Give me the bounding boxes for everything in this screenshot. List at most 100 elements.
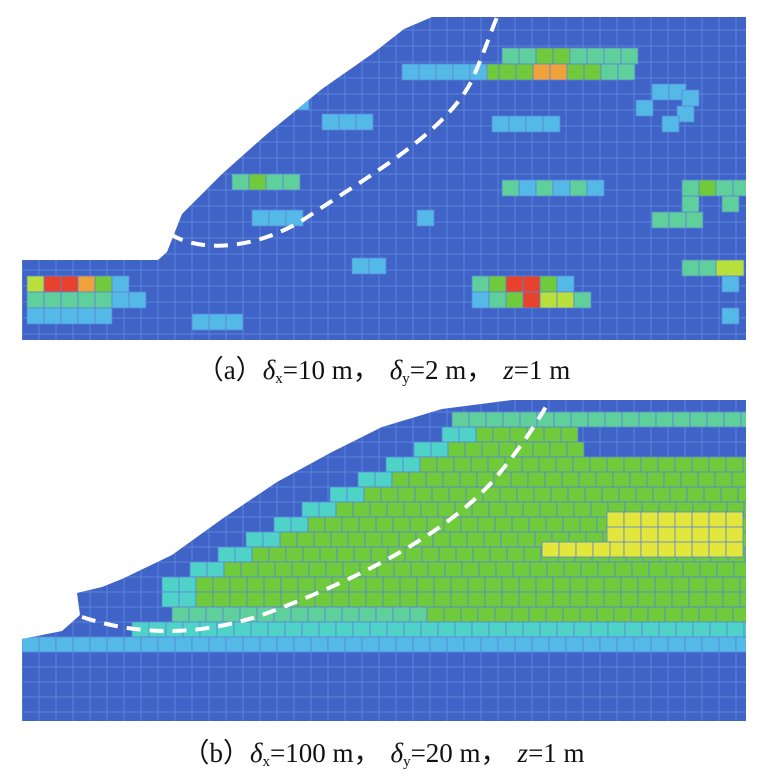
caption-b-z-symbol: z: [517, 738, 529, 768]
mesh-cell: [555, 456, 574, 473]
mesh-cell: [501, 179, 520, 197]
mesh-cell: [674, 526, 693, 543]
mesh-cell: [739, 576, 746, 593]
mesh-cell: [640, 456, 659, 473]
mesh-cell: [675, 621, 694, 638]
mesh-cell: [620, 47, 639, 65]
mesh-cell: [533, 486, 552, 503]
mesh-cell: [638, 411, 657, 428]
mesh-cell: [442, 471, 461, 488]
mesh-cell: [742, 456, 746, 473]
mesh-cell: [657, 541, 676, 558]
mesh-cell: [623, 456, 642, 473]
mesh-cell: [413, 441, 432, 458]
mesh-cell: [586, 591, 605, 608]
mesh-cell: [443, 606, 462, 623]
mesh-cell: [499, 486, 518, 503]
mesh-cell: [188, 606, 207, 623]
mesh-cell: [553, 411, 572, 428]
mesh-cell: [265, 173, 284, 191]
mesh-cell: [552, 47, 571, 65]
mesh-cell: [654, 576, 673, 593]
mesh-cell: [26, 275, 45, 293]
mesh-cell: [77, 275, 96, 293]
mesh-cell: [562, 606, 581, 623]
mesh-cell: [549, 63, 568, 81]
mesh-cell: [435, 63, 454, 81]
mesh-cell: [599, 636, 618, 653]
mesh-cell: [212, 591, 231, 608]
mesh-cell: [251, 209, 270, 227]
mesh-cell: [382, 591, 401, 608]
mesh-cell: [552, 179, 571, 197]
mesh-cell: [409, 606, 428, 623]
mesh-cell: [449, 531, 468, 548]
mesh-cell: [355, 113, 374, 131]
mesh-cell: [723, 411, 742, 428]
mesh-cell: [508, 115, 527, 133]
mesh-cell: [284, 621, 303, 638]
mesh-cell: [380, 486, 399, 503]
mesh-cell: [603, 47, 622, 65]
mesh-cell: [573, 291, 592, 309]
caption-b-dx-value: =100 m，: [270, 738, 381, 768]
mesh-cell: [361, 636, 380, 653]
mesh-cell: [743, 621, 746, 638]
mesh-cell: [635, 99, 654, 117]
mesh-cell: [494, 516, 513, 533]
mesh-cell: [512, 561, 531, 578]
mesh-cell: [329, 486, 348, 503]
mesh-cell: [370, 546, 389, 563]
mesh-cell: [560, 426, 579, 443]
mesh-cell: [721, 195, 740, 213]
mesh-cell: [737, 486, 746, 503]
mesh-cell: [392, 516, 411, 533]
mesh-cell: [624, 621, 643, 638]
mesh-cell: [505, 621, 524, 638]
mesh-cell: [416, 576, 435, 593]
mesh-plot-b: [22, 398, 746, 721]
mesh-cell: [498, 63, 517, 81]
mesh-cell: [523, 546, 542, 563]
mesh-cell: [471, 501, 490, 518]
mesh-cell: [640, 541, 659, 558]
mesh-cell: [569, 591, 588, 608]
mesh-cell: [297, 576, 316, 593]
mesh-cell: [715, 179, 734, 197]
mesh-cell: [735, 636, 746, 653]
mesh-cell: [451, 411, 470, 428]
mesh-cell: [539, 501, 558, 518]
mesh-cell: [586, 576, 605, 593]
mesh-cell: [722, 591, 741, 608]
mesh-cell: [500, 531, 519, 548]
mesh-cell: [438, 546, 457, 563]
mesh-cell: [511, 606, 530, 623]
mesh-cell: [467, 576, 486, 593]
mesh-cell: [324, 606, 343, 623]
mesh-cell: [246, 591, 265, 608]
mesh-cell: [655, 411, 674, 428]
mesh-cell: [538, 456, 557, 473]
mesh-cell: [191, 636, 210, 653]
slip-surface-a: [168, 16, 499, 248]
mesh-cell: [584, 486, 603, 503]
mesh-cell: [335, 501, 354, 518]
mesh-cell: [544, 471, 563, 488]
mesh-cell: [708, 526, 727, 543]
mesh-cell: [480, 636, 499, 653]
mesh-cell: [346, 486, 365, 503]
mesh-cell: [353, 546, 372, 563]
mesh-cell: [674, 541, 693, 558]
mesh-cell: [463, 636, 482, 653]
mesh-cell: [94, 275, 113, 293]
mesh-cell: [477, 516, 496, 533]
mesh-cell: [617, 63, 636, 81]
mesh-cell: [378, 636, 397, 653]
mesh-cell: [565, 636, 584, 653]
mesh-cell: [691, 541, 710, 558]
mesh-cell: [725, 456, 744, 473]
mesh-cell: [556, 275, 575, 293]
mesh-cell: [458, 426, 477, 443]
mesh-cell: [671, 576, 690, 593]
mesh-cell: [420, 501, 439, 518]
